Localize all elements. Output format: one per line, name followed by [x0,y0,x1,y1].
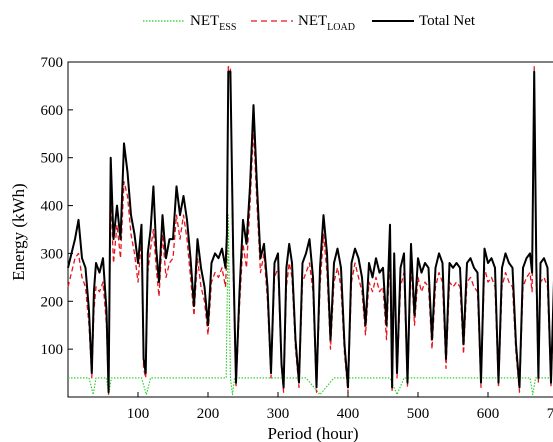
x-tick-label: 200 [197,406,220,422]
plot-area [67,66,553,396]
y-axis: 100 200 300 400 500 600 700 [41,55,73,358]
y-tick-label: 500 [41,151,64,167]
x-tick-label: 100 [127,406,150,422]
x-axis: 100 200 300 400 500 600 700 [127,392,553,422]
legend: NETESS NETLOAD Total Net [143,13,476,33]
y-tick-label: 600 [41,103,64,119]
series-line-net-ess [68,214,553,396]
x-tick-label: 700 [547,406,553,422]
series-line-total-net [67,70,553,394]
y-tick-label: 300 [41,246,64,262]
legend-total-label: Total Net [419,13,476,29]
legend-load-label: NETLOAD [298,13,355,33]
y-axis-title: Energy (kWh) [9,183,28,280]
x-tick-label: 400 [337,406,360,422]
legend-ess-label: NETESS [190,13,236,33]
series-layer [67,66,553,396]
x-tick-label: 600 [477,406,500,422]
y-tick-label: 100 [41,342,64,358]
y-tick-label: 400 [41,199,64,215]
x-axis-title: Period (hour) [267,424,358,442]
y-tick-label: 200 [41,294,64,310]
x-tick-label: 300 [267,406,290,422]
x-tick-label: 500 [407,406,430,422]
y-tick-label: 700 [41,55,64,71]
plot-frame [67,61,553,398]
